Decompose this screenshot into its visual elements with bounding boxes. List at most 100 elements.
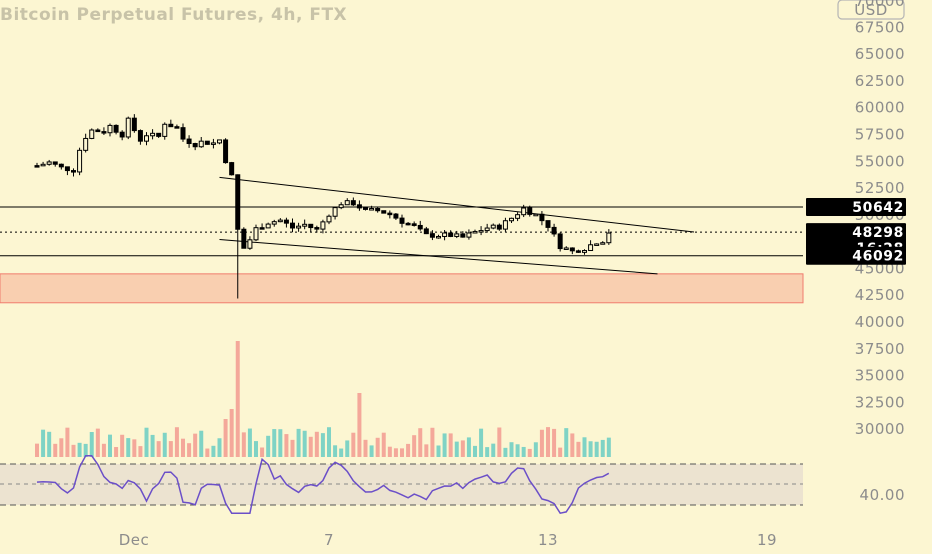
volume-bar: [503, 447, 508, 457]
price-tick-top: 70000: [855, 0, 905, 10]
volume-bar: [272, 429, 277, 457]
horizontal-lines: [0, 206, 803, 257]
volume-bar: [71, 444, 76, 457]
chart-title: Bitcoin Perpetual Futures, 4h, FTX: [0, 5, 347, 25]
volume-bar: [485, 447, 490, 457]
candle-body: [235, 174, 241, 230]
candle-body: [119, 131, 125, 138]
candle-body: [417, 224, 423, 230]
candle-body: [95, 129, 101, 133]
volume-bar: [424, 444, 429, 457]
candle-body: [478, 230, 484, 233]
candle-body: [387, 212, 393, 216]
candle-body: [162, 123, 168, 137]
candle-body: [539, 213, 545, 222]
volume-bar: [515, 444, 520, 457]
volume-bar: [290, 439, 295, 457]
volume-bar: [473, 445, 477, 457]
candle-body: [350, 200, 356, 206]
price-tick-label: 42500: [855, 286, 905, 304]
candle-body: [308, 223, 314, 229]
candle-body: [34, 165, 40, 168]
volume-bar: [59, 438, 64, 457]
volume-bar: [454, 441, 459, 457]
candle-body: [259, 227, 265, 230]
volume-bar: [260, 447, 265, 457]
candle-body: [290, 222, 295, 229]
volume-bar: [83, 443, 88, 457]
candle-body: [113, 124, 119, 133]
price-tag-bg: [806, 197, 906, 216]
candle-body: [448, 232, 454, 237]
demand-zone: [0, 273, 804, 304]
candle-body: [399, 217, 405, 224]
volume-bar: [412, 435, 417, 457]
volume-bar: [126, 438, 131, 457]
volume-bar: [187, 443, 192, 457]
candle-body: [582, 250, 587, 253]
candle-body: [204, 140, 210, 145]
candle-body: [46, 161, 52, 165]
candle-body: [137, 130, 143, 142]
candle-body: [107, 124, 113, 134]
volume-bar: [308, 436, 313, 457]
candle-body: [271, 221, 277, 225]
candle-body: [466, 232, 472, 238]
price-tick-label: 30000: [855, 420, 905, 438]
candle-body: [314, 227, 320, 230]
price-tick-label: 37500: [855, 340, 905, 358]
candle-body: [253, 227, 259, 241]
volume-bar: [521, 446, 526, 457]
price-tag-label: 48298: [852, 225, 904, 241]
currency-label: USD: [854, 1, 888, 19]
price-tag-bg: [806, 246, 906, 265]
price-tag[interactable]: 46092: [806, 246, 906, 265]
volume-bar: [357, 393, 362, 457]
candle-body: [405, 222, 411, 226]
candle-body: [198, 140, 204, 148]
volume-bar: [302, 430, 307, 457]
volume-bar: [491, 443, 496, 457]
trend-line[interactable]: [219, 176, 695, 233]
price-tick-label: 67500: [855, 18, 905, 36]
volume-bar: [217, 438, 222, 457]
candle-body: [521, 207, 527, 216]
candle-body: [144, 135, 149, 142]
volume-bar: [582, 437, 587, 457]
price-tag[interactable]: 50642: [806, 197, 906, 216]
currency-badge[interactable]: [837, 0, 905, 20]
candle-body: [575, 250, 581, 253]
candle-body: [241, 228, 247, 249]
volume-bar: [570, 433, 575, 457]
volume-bar: [156, 441, 161, 457]
rsi-value-label: 40.00: [860, 486, 905, 504]
volume-bar: [533, 442, 538, 457]
volume-bar: [174, 427, 179, 457]
volume-bar: [168, 441, 173, 457]
volume-bar: [442, 433, 447, 457]
time-axis[interactable]: Dec 7 13 19: [119, 531, 777, 549]
candle-body: [557, 233, 563, 250]
volume-bar: [47, 431, 52, 457]
volume-bar: [193, 433, 198, 457]
volume-bar: [606, 437, 611, 457]
price-tick-label: 57500: [855, 125, 905, 143]
candle-body: [186, 138, 192, 145]
candle-body: [217, 139, 222, 144]
candle-body: [569, 247, 575, 252]
candle-body: [83, 137, 89, 151]
volume-bar: [162, 432, 167, 457]
volume-bar: [314, 431, 319, 457]
volume-bar: [181, 438, 185, 457]
candle-body: [150, 132, 156, 137]
price-tick-label: 60000: [855, 99, 905, 117]
candle-body: [423, 228, 429, 235]
candle-body: [131, 117, 137, 132]
trend-line[interactable]: [219, 239, 658, 275]
price-tick-label: 35000: [855, 367, 905, 385]
volume-bar: [436, 445, 441, 457]
volume-bar: [101, 443, 106, 457]
candle-body: [40, 163, 46, 167]
